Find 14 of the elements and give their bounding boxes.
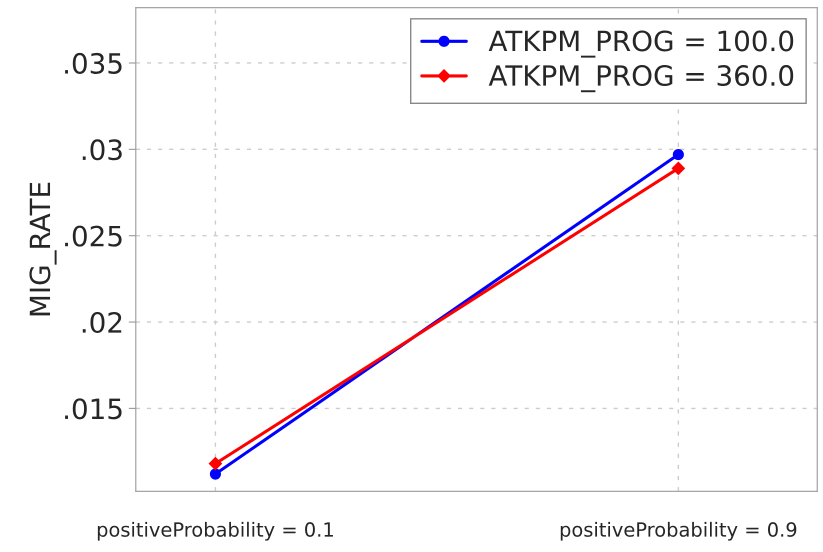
- y-tick-label: .025: [65, 226, 122, 247]
- y-tick-label: .02: [82, 312, 122, 333]
- point: [210, 468, 221, 480]
- point: [208, 456, 222, 471]
- point: [671, 161, 686, 176]
- legend-label: ATKPM_PROG = 360.0: [488, 65, 794, 92]
- y-tick-label: .03: [82, 139, 122, 160]
- x-tick-label: positiveProbability = 0.9: [560, 522, 796, 541]
- y-tick-label: .015: [65, 398, 122, 420]
- y-tick-label: .035: [65, 52, 122, 74]
- x-tick-label: positiveProbability = 0.1: [98, 522, 333, 541]
- point: [672, 148, 684, 160]
- legend-label: ATKPM_PROG = 100.0: [488, 30, 794, 58]
- y-axis-title: MIG_RATE: [29, 182, 57, 316]
